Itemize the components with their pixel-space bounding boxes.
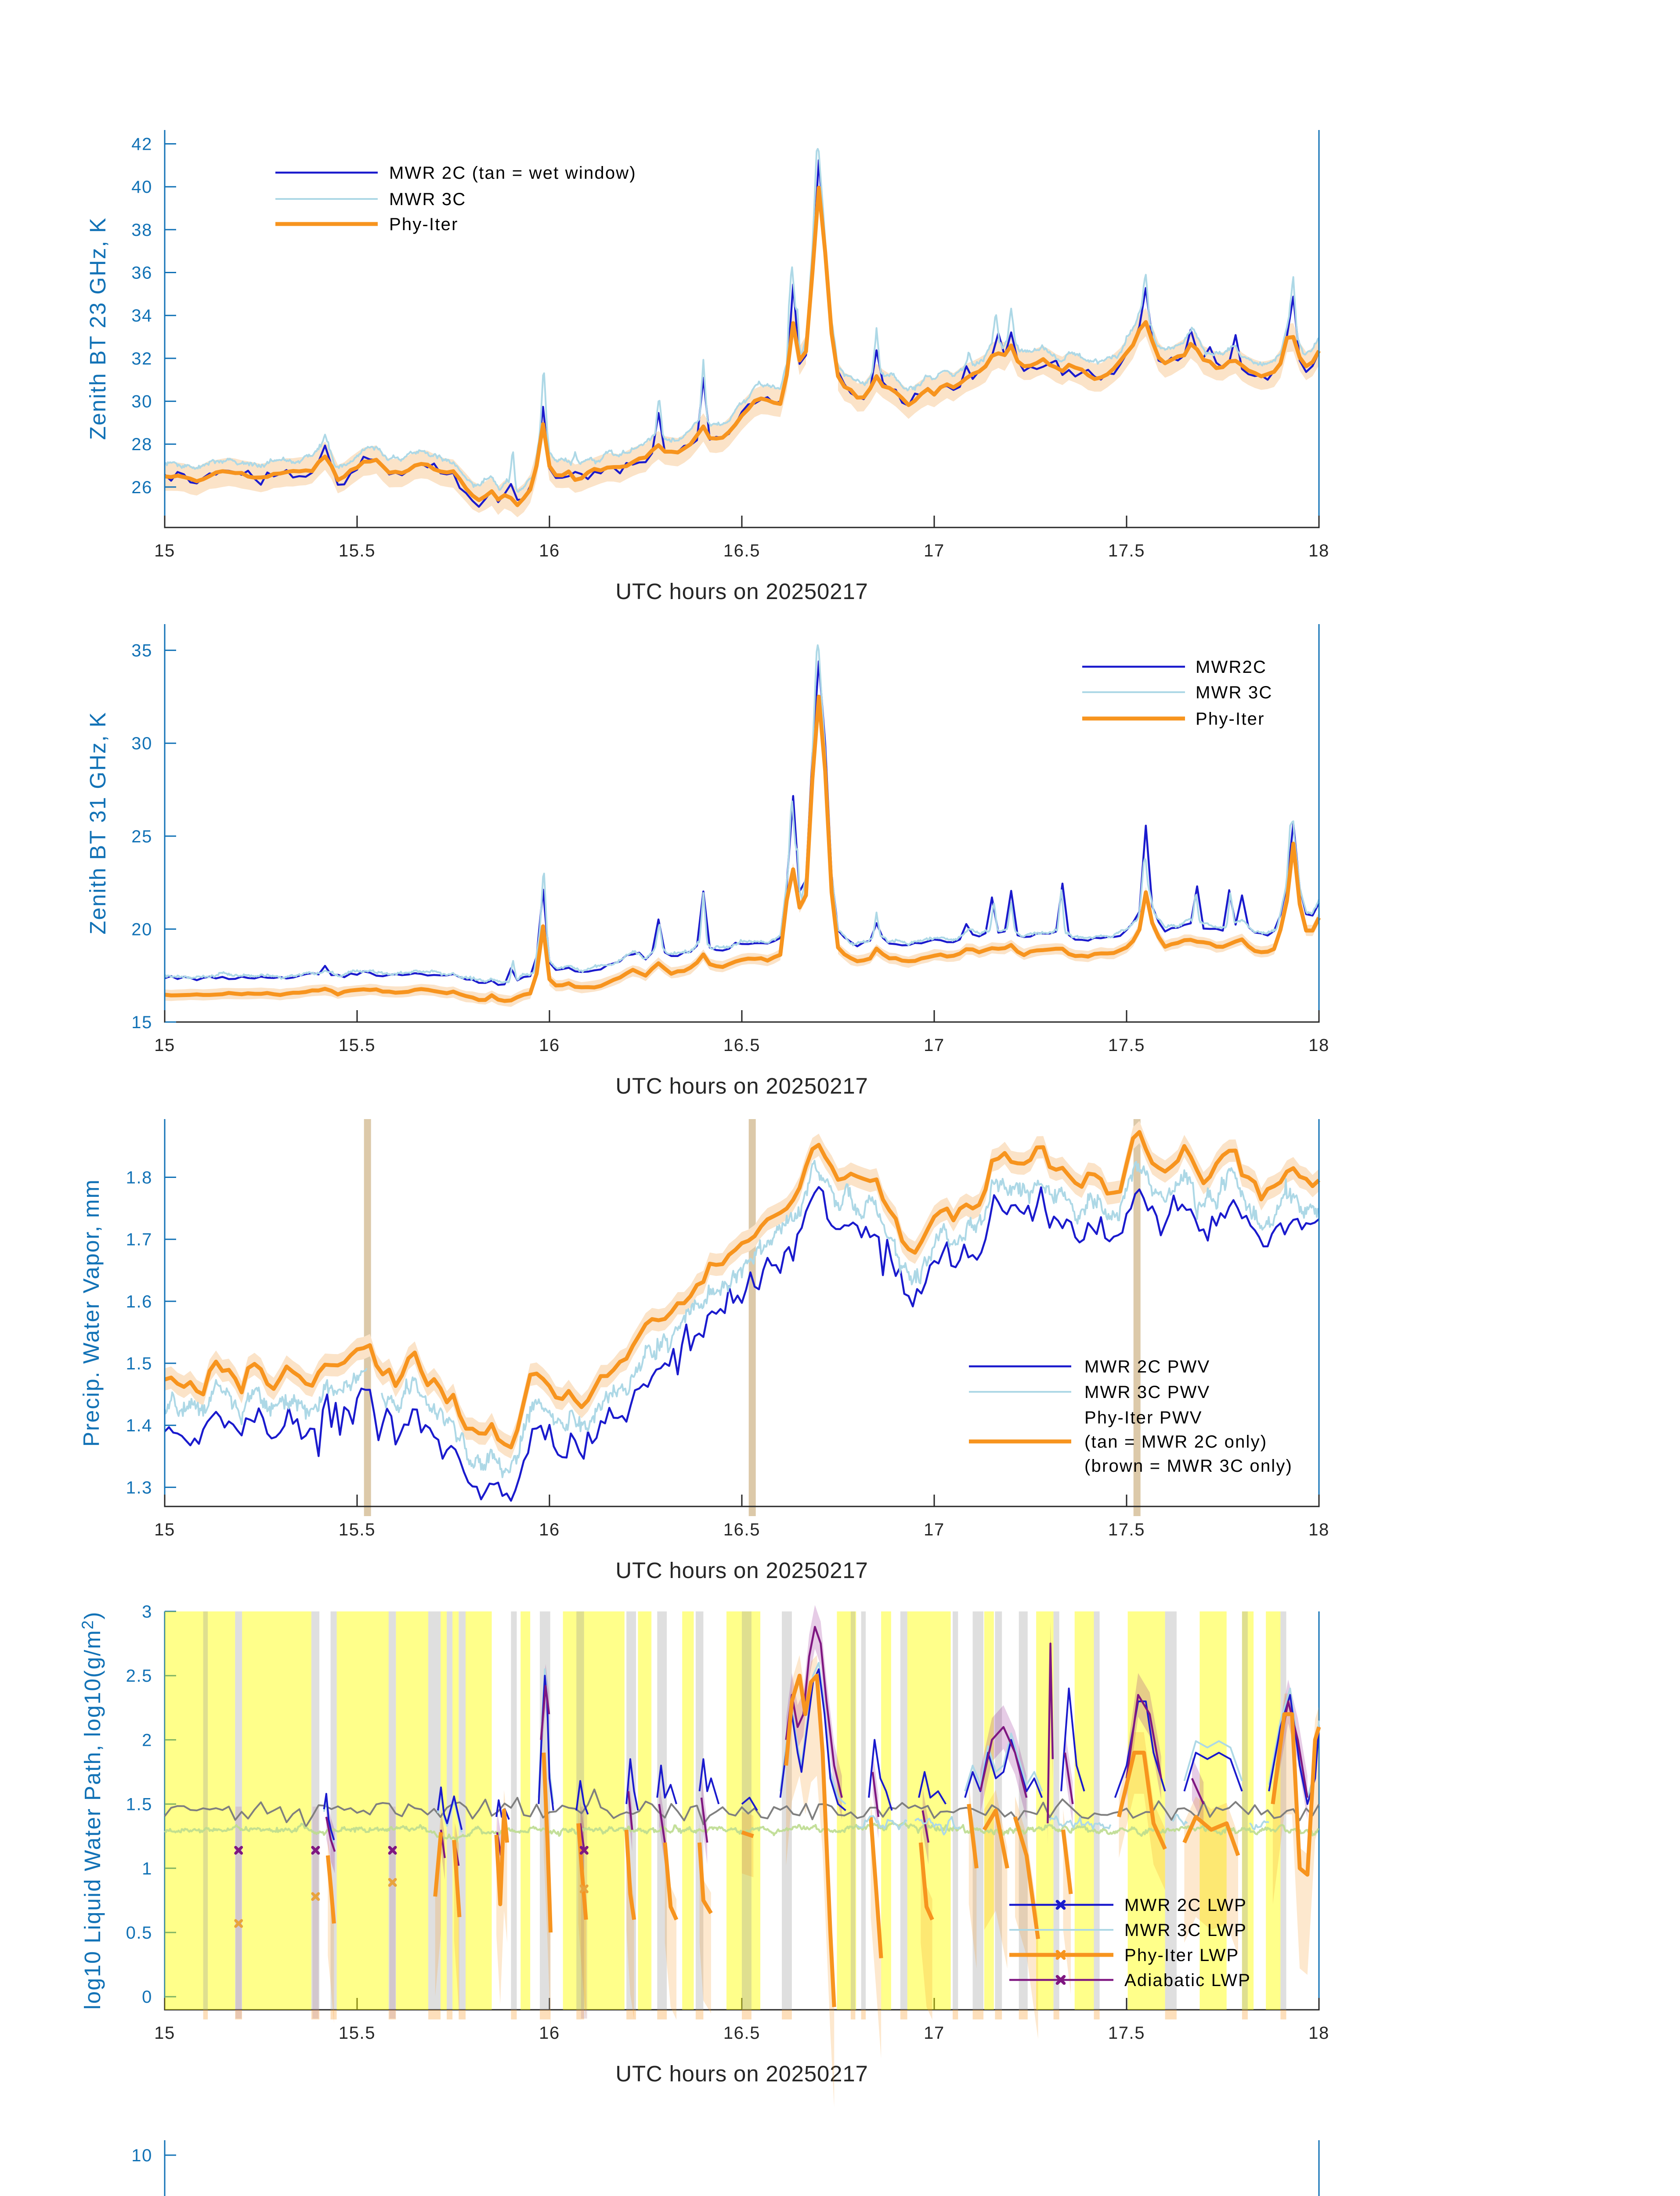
svg-text:17: 17 xyxy=(924,2023,945,2043)
svg-text:32: 32 xyxy=(131,349,152,368)
svg-text:18: 18 xyxy=(1308,1036,1330,1055)
svg-text:16: 16 xyxy=(539,1036,560,1055)
svg-text:2: 2 xyxy=(142,1730,152,1750)
svg-text:Phy-Iter: Phy-Iter xyxy=(1196,709,1265,729)
svg-text:UTC hours on 20250217: UTC hours on 20250217 xyxy=(615,2061,868,2086)
svg-text:17.5: 17.5 xyxy=(1108,541,1145,560)
svg-text:1.8: 1.8 xyxy=(126,1168,152,1188)
svg-text:MWR 2C (tan = wet window): MWR 2C (tan = wet window) xyxy=(389,163,636,183)
svg-text:26: 26 xyxy=(131,478,152,497)
svg-text:16.5: 16.5 xyxy=(723,1520,760,1539)
svg-text:16.5: 16.5 xyxy=(723,1036,760,1055)
svg-text:17: 17 xyxy=(924,541,945,560)
svg-text:18: 18 xyxy=(1308,541,1330,560)
svg-text:17.5: 17.5 xyxy=(1108,1036,1145,1055)
svg-text:1.6: 1.6 xyxy=(126,1292,152,1311)
svg-text:16.5: 16.5 xyxy=(723,2023,760,2043)
svg-text:1.7: 1.7 xyxy=(126,1230,152,1250)
svg-text:MWR2C: MWR2C xyxy=(1196,657,1267,677)
svg-text:17.5: 17.5 xyxy=(1108,2023,1145,2043)
svg-text:20: 20 xyxy=(131,920,152,939)
svg-text:17: 17 xyxy=(924,1520,945,1539)
svg-text:35: 35 xyxy=(131,641,152,661)
svg-text:Phy-Iter: Phy-Iter xyxy=(389,215,459,234)
svg-text:(brown = MWR 3C only): (brown = MWR 3C only) xyxy=(1084,1456,1293,1476)
svg-text:(tan = MWR 2C only): (tan = MWR 2C only) xyxy=(1084,1432,1267,1452)
svg-text:15: 15 xyxy=(154,1036,175,1055)
svg-text:UTC hours on 20250217: UTC hours on 20250217 xyxy=(615,579,868,604)
svg-text:18: 18 xyxy=(1308,2023,1330,2043)
svg-text:1.5: 1.5 xyxy=(126,1795,152,1814)
svg-text:38: 38 xyxy=(131,220,152,240)
svg-text:28: 28 xyxy=(131,435,152,454)
svg-text:15.5: 15.5 xyxy=(339,541,376,560)
svg-text:UTC hours on 20250217: UTC hours on 20250217 xyxy=(615,1558,868,1583)
svg-text:15: 15 xyxy=(154,541,175,560)
svg-text:MWR 3C PWV: MWR 3C PWV xyxy=(1084,1383,1210,1402)
svg-text:34: 34 xyxy=(131,306,152,325)
svg-text:MWR 2C LWP: MWR 2C LWP xyxy=(1124,1896,1247,1915)
svg-text:25: 25 xyxy=(131,827,152,846)
svg-text:30: 30 xyxy=(131,734,152,753)
svg-text:18: 18 xyxy=(1308,1520,1330,1539)
svg-text:42: 42 xyxy=(131,135,152,154)
svg-text:Zenith BT 23 GHz, K: Zenith BT 23 GHz, K xyxy=(85,217,110,440)
svg-text:16: 16 xyxy=(539,2023,560,2043)
svg-text:0.5: 0.5 xyxy=(126,1923,152,1943)
svg-text:Phy-Iter LWP: Phy-Iter LWP xyxy=(1124,1946,1239,1965)
svg-text:3: 3 xyxy=(142,1602,152,1622)
svg-text:16: 16 xyxy=(539,541,560,560)
svg-text:1.3: 1.3 xyxy=(126,1478,152,1497)
svg-text:15: 15 xyxy=(131,1013,152,1032)
svg-text:17: 17 xyxy=(924,1036,945,1055)
svg-text:MWR 2C PWV: MWR 2C PWV xyxy=(1084,1357,1210,1376)
svg-text:MWR 3C LWP: MWR 3C LWP xyxy=(1124,1921,1247,1940)
svg-text:30: 30 xyxy=(131,392,152,412)
svg-text:36: 36 xyxy=(131,264,152,283)
svg-text:17.5: 17.5 xyxy=(1108,1520,1145,1539)
svg-text:1.5: 1.5 xyxy=(126,1354,152,1373)
svg-text:15.5: 15.5 xyxy=(339,1520,376,1539)
svg-text:15: 15 xyxy=(154,1520,175,1539)
svg-text:Precip. Water Vapor, mm: Precip. Water Vapor, mm xyxy=(79,1179,104,1447)
svg-text:15: 15 xyxy=(154,2023,175,2043)
svg-text:Adiabatic LWP: Adiabatic LWP xyxy=(1124,1971,1251,1990)
svg-text:10: 10 xyxy=(131,2146,152,2165)
svg-text:1.4: 1.4 xyxy=(126,1416,152,1435)
svg-text:Zenith BT 31 GHz, K: Zenith BT 31 GHz, K xyxy=(85,712,110,935)
svg-text:MWR 3C: MWR 3C xyxy=(389,190,466,209)
svg-text:40: 40 xyxy=(131,177,152,197)
svg-text:16.5: 16.5 xyxy=(723,541,760,560)
svg-text:15.5: 15.5 xyxy=(339,2023,376,2043)
svg-text:log10 Liquid Water Path, log10: log10 Liquid Water Path, log10(g/m2) xyxy=(79,1611,105,2009)
svg-text:2.5: 2.5 xyxy=(126,1666,152,1686)
svg-text:1: 1 xyxy=(142,1859,152,1878)
svg-text:UTC hours on 20250217: UTC hours on 20250217 xyxy=(615,1073,868,1098)
svg-text:0: 0 xyxy=(142,1987,152,2007)
svg-text:MWR 3C: MWR 3C xyxy=(1196,683,1272,702)
svg-text:Phy-Iter PWV: Phy-Iter PWV xyxy=(1084,1408,1203,1427)
svg-text:15.5: 15.5 xyxy=(339,1036,376,1055)
svg-text:16: 16 xyxy=(539,1520,560,1539)
